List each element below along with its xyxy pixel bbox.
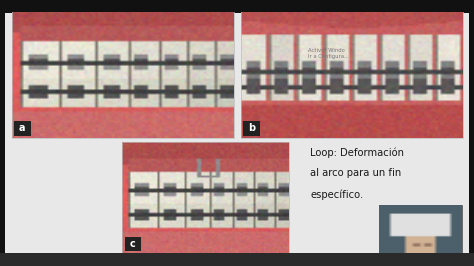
Bar	[122, 142, 289, 254]
Bar	[241, 7, 463, 138]
Text: al arco para un fin: al arco para un fin	[310, 168, 402, 178]
Bar	[243, 121, 260, 136]
Bar	[14, 121, 31, 136]
Text: Loop: Deformación: Loop: Deformación	[310, 148, 404, 158]
Bar	[125, 237, 141, 251]
Text: Activar Windo
Ir a Configura...: Activar Windo Ir a Configura...	[308, 48, 349, 59]
Bar	[0, 0, 474, 12]
Text: b: b	[247, 123, 255, 133]
Bar	[379, 205, 462, 257]
Bar	[301, 142, 460, 235]
Bar	[0, 253, 474, 266]
Text: c: c	[130, 239, 136, 249]
Text: a: a	[19, 123, 26, 133]
Bar	[12, 7, 234, 138]
Text: específico.: específico.	[310, 189, 364, 200]
